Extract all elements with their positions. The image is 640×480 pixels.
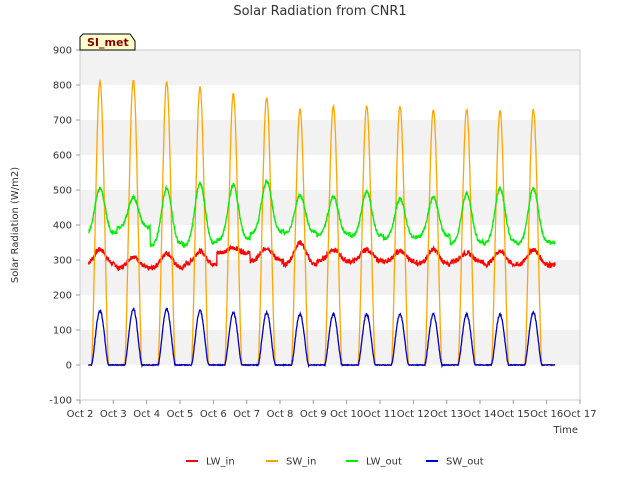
y-axis-title: Solar Radiation (W/m2) bbox=[10, 167, 21, 283]
y-axis: -100 0 100 200 300 400 500 600 700 800 900 bbox=[49, 46, 80, 407]
legend: LW_in SW_in LW_out SW_out bbox=[186, 457, 484, 468]
series-lines bbox=[87, 78, 556, 369]
si-met-badge: SI_met bbox=[79, 33, 136, 51]
x-tick-label: Oct 15 bbox=[497, 409, 530, 420]
y-tick-label: -100 bbox=[49, 396, 72, 407]
grid-band bbox=[80, 330, 580, 365]
legend-label: LW_out bbox=[366, 457, 402, 468]
x-tick-label: Oct 13 bbox=[430, 409, 463, 420]
x-tick-label: Oct 7 bbox=[233, 409, 260, 420]
y-tick-label: 500 bbox=[53, 186, 72, 197]
legend-label: LW_in bbox=[206, 457, 235, 468]
x-axis-title: Time bbox=[553, 425, 578, 436]
x-axis: Oct 2 Oct 3 Oct 4 Oct 5 Oct 6 Oct 7 Oct 8 Oct 9… bbox=[67, 400, 597, 420]
y-tick-label: 200 bbox=[53, 291, 72, 302]
legend-label: SW_in bbox=[286, 457, 316, 468]
x-tick-label: Oct 12 bbox=[397, 409, 430, 420]
series-line-sw-out bbox=[88, 307, 555, 369]
grid-band bbox=[80, 120, 580, 155]
x-tick-label: Oct 17 bbox=[563, 409, 596, 420]
x-tick-label: Oct 9 bbox=[300, 409, 327, 420]
y-tick-label: 700 bbox=[53, 116, 72, 127]
x-tick-label: Oct 6 bbox=[200, 409, 227, 420]
grid-bands bbox=[80, 50, 580, 365]
y-tick-label: 0 bbox=[66, 361, 72, 372]
legend-label: SW_out bbox=[446, 457, 484, 468]
x-tick-label: Oct 5 bbox=[167, 409, 194, 420]
grid-band bbox=[80, 260, 580, 295]
x-tick-label: Oct 8 bbox=[267, 409, 294, 420]
x-tick-label: Oct 4 bbox=[133, 409, 160, 420]
chart-title: Solar Radiation from CNR1 bbox=[233, 4, 406, 19]
badge-label: SI_met bbox=[87, 36, 129, 49]
grid-band bbox=[80, 50, 580, 85]
y-tick-label: 800 bbox=[53, 81, 72, 92]
x-tick-label: Oct 10 bbox=[330, 409, 363, 420]
series-line-lw-in bbox=[87, 240, 556, 271]
series-line-lw-out bbox=[88, 178, 556, 249]
y-tick-label: 400 bbox=[53, 221, 72, 232]
y-tick-label: 600 bbox=[53, 151, 72, 162]
y-tick-label: 900 bbox=[53, 46, 72, 57]
x-tick-label: Oct 3 bbox=[100, 409, 127, 420]
x-tick-label: Oct 11 bbox=[363, 409, 396, 420]
y-tick-label: 100 bbox=[53, 326, 72, 337]
x-tick-label: Oct 2 bbox=[67, 409, 94, 420]
y-tick-label: 300 bbox=[53, 256, 72, 267]
x-tick-label: Oct 14 bbox=[463, 409, 496, 420]
x-tick-label: Oct 16 bbox=[530, 409, 563, 420]
